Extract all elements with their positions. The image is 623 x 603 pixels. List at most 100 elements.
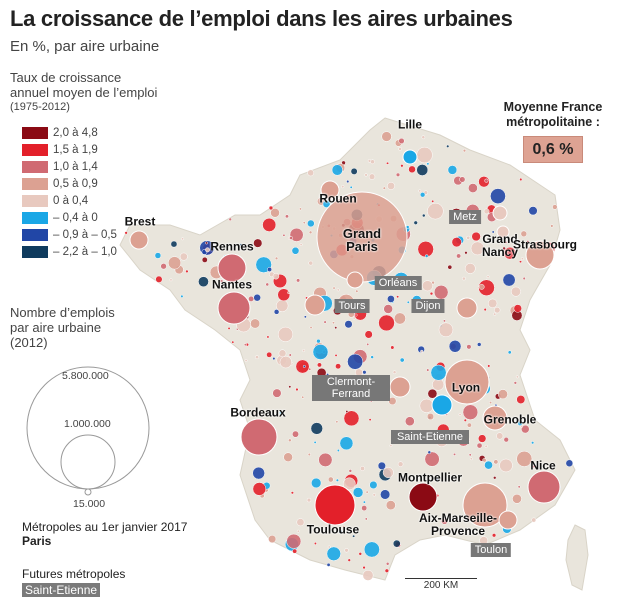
legend-class: 1,5 à 1,9	[22, 141, 117, 158]
urban-area-dot	[295, 387, 299, 392]
urban-area-dot	[289, 236, 293, 240]
urban-area-dot	[239, 243, 243, 247]
urban-area-dot	[296, 278, 301, 283]
urban-area-dot	[265, 282, 270, 287]
urban-area-dot	[366, 342, 370, 346]
urban-area-dot	[420, 192, 426, 198]
urban-area-dot	[342, 525, 346, 529]
urban-area-dot	[429, 291, 434, 296]
urban-area-dot	[169, 278, 173, 282]
city-circle	[217, 291, 251, 325]
urban-area-dot	[310, 422, 323, 435]
urban-area-dot	[362, 569, 374, 581]
legend-swatch	[22, 245, 48, 258]
urban-area-dot	[251, 410, 259, 418]
urban-area-dot	[466, 422, 472, 428]
color-legend: 2,0 à 4,8 1,5 à 1,9 1,0 à 1,4 0,5 à 0,9 0 à …	[22, 124, 117, 260]
urban-area-dot	[462, 276, 466, 281]
urban-area-dot	[388, 396, 397, 406]
urban-area-dot	[451, 237, 462, 248]
urban-area-dot	[464, 263, 476, 274]
city-label: Bordeaux	[230, 405, 286, 420]
city-label: Grand Nancy	[481, 232, 519, 259]
corsica-outline	[565, 524, 589, 591]
urban-area-dot	[326, 562, 331, 567]
urban-area-dot	[459, 176, 466, 183]
city-circle	[482, 405, 508, 431]
urban-area-dot	[383, 304, 393, 314]
urban-area-dot	[154, 252, 162, 259]
city-circle	[444, 359, 490, 405]
urban-area-dot	[392, 370, 397, 375]
urban-area-dot	[335, 478, 339, 482]
urban-area-dot	[389, 444, 393, 448]
urban-area-dot	[307, 219, 315, 228]
urban-area-dot	[368, 418, 372, 422]
urban-area-dot	[308, 230, 313, 235]
urban-area-dot	[270, 208, 280, 218]
urban-area-dot	[354, 313, 358, 317]
urban-area-dot	[170, 240, 178, 248]
urban-area-dot	[427, 202, 444, 220]
urban-area-dot	[487, 298, 498, 309]
urban-area-dot	[369, 480, 378, 490]
urban-area-dot	[404, 416, 415, 427]
urban-area-dot	[368, 173, 376, 180]
urban-area-dot	[420, 349, 424, 353]
urban-area-dot	[380, 489, 391, 500]
urban-area-dot	[350, 167, 358, 175]
urban-area-dot	[250, 318, 261, 329]
urban-area-dot	[299, 207, 302, 211]
urban-area-dot	[496, 432, 504, 440]
city-circle	[492, 205, 508, 221]
urban-area-dot	[283, 452, 293, 462]
urban-area-dot	[292, 430, 299, 438]
urban-area-dot	[400, 164, 404, 168]
urban-area-dot	[385, 500, 396, 511]
urban-area-dot	[335, 363, 342, 370]
urban-area-dot	[299, 243, 303, 247]
urban-area-dot	[503, 246, 517, 260]
legend-swatch	[22, 228, 48, 241]
urban-area-dot	[484, 178, 489, 183]
urban-area-dot	[364, 517, 368, 521]
city-label: Brest	[124, 214, 156, 229]
urban-area-dot	[307, 452, 311, 457]
legend-class-label: – 0,4 à 0	[53, 211, 98, 224]
city-label: Saint-Etienne	[391, 430, 469, 444]
urban-area-dot	[550, 224, 554, 228]
urban-area-dot	[490, 188, 506, 204]
urban-area-dot	[418, 189, 422, 193]
urban-area-dot	[476, 342, 482, 347]
urban-area-dot	[489, 401, 493, 405]
urban-area-dot	[272, 272, 280, 280]
urban-area-dot	[345, 410, 349, 413]
urban-area-dot	[516, 395, 526, 404]
urban-area-dot	[468, 183, 478, 193]
urban-area-dot	[471, 231, 481, 242]
city-circle	[462, 482, 508, 528]
urban-area-dot	[276, 299, 289, 312]
urban-area-dot	[317, 362, 322, 368]
urban-area-dot	[343, 410, 360, 427]
urban-area-dot	[272, 388, 282, 398]
urban-area-dot	[248, 295, 255, 302]
city-label: Toulouse	[306, 522, 360, 537]
legend-class-label: 2,0 à 4,8	[53, 126, 98, 139]
urban-area-dot	[430, 364, 447, 381]
urban-area-dot	[398, 137, 405, 145]
city-circle	[129, 230, 149, 250]
urban-area-dot	[513, 381, 517, 385]
urban-area-dot	[463, 418, 467, 422]
legend-class: – 0,9 à – 0,5	[22, 226, 117, 243]
city-label: Clermont-Ferrand	[312, 375, 390, 401]
urban-area-dot	[267, 267, 273, 272]
urban-area-dot	[302, 221, 306, 225]
urban-area-dot	[288, 438, 292, 443]
urban-area-dot	[446, 144, 450, 148]
city-circle	[431, 394, 453, 416]
urban-area-dot	[364, 330, 373, 339]
urban-area-dot	[289, 227, 304, 242]
urban-area-dot	[387, 295, 395, 303]
urban-area-dot	[227, 326, 231, 330]
